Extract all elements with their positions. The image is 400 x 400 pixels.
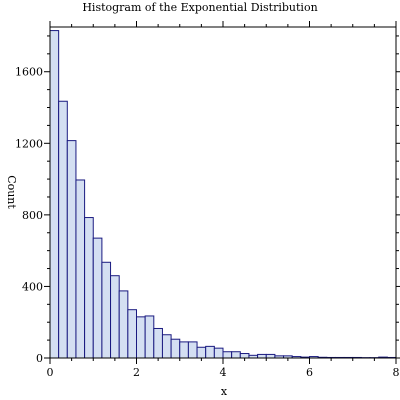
chart-title: Histogram of the Exponential Distributio… [82,1,317,14]
histogram-bar [118,290,129,359]
histogram-bar [205,345,215,359]
histogram-bar [161,334,172,359]
y-tick-label: 1200 [15,137,43,150]
histogram-bar [110,275,120,359]
histogram-bar [66,140,77,359]
y-tick-label: 1600 [15,66,43,79]
histogram-bar [265,353,276,359]
x-axis-label: x [221,385,228,398]
x-tick-label: 2 [133,366,140,379]
ticks-group: 0 2 4 6 8 0 400 800 1200 1600 [15,21,400,379]
histogram-bar [49,30,60,359]
y-tick-label: 400 [22,280,43,293]
histogram-bar [144,315,155,359]
y-tick-label: 0 [36,352,43,365]
y-tick-label: 800 [22,209,43,222]
histogram-bar [179,341,189,359]
x-tick-label: 6 [306,366,313,379]
histogram-bar [92,237,103,359]
histogram-bar [222,351,233,359]
histogram-bar [75,179,86,359]
plot-frame [49,26,397,359]
histogram-bar [58,100,68,359]
histogram-bar [213,347,224,359]
histogram-bar [153,327,163,359]
histogram-bar [84,217,94,359]
histogram-bar [127,309,137,359]
histogram-bar [170,338,181,359]
histogram-bar [239,353,250,359]
x-tick-label: 4 [220,366,227,379]
histogram-bar [196,346,207,359]
x-tick-label: 8 [393,366,400,379]
x-tick-label: 0 [47,366,54,379]
histogram-bar [101,261,112,359]
histogram-bar [231,351,241,359]
histogram-bar [136,316,146,359]
y-axis-label: Count [5,175,18,209]
bars-group [49,30,397,359]
histogram-bar [257,353,267,359]
histogram-bar [187,341,198,359]
